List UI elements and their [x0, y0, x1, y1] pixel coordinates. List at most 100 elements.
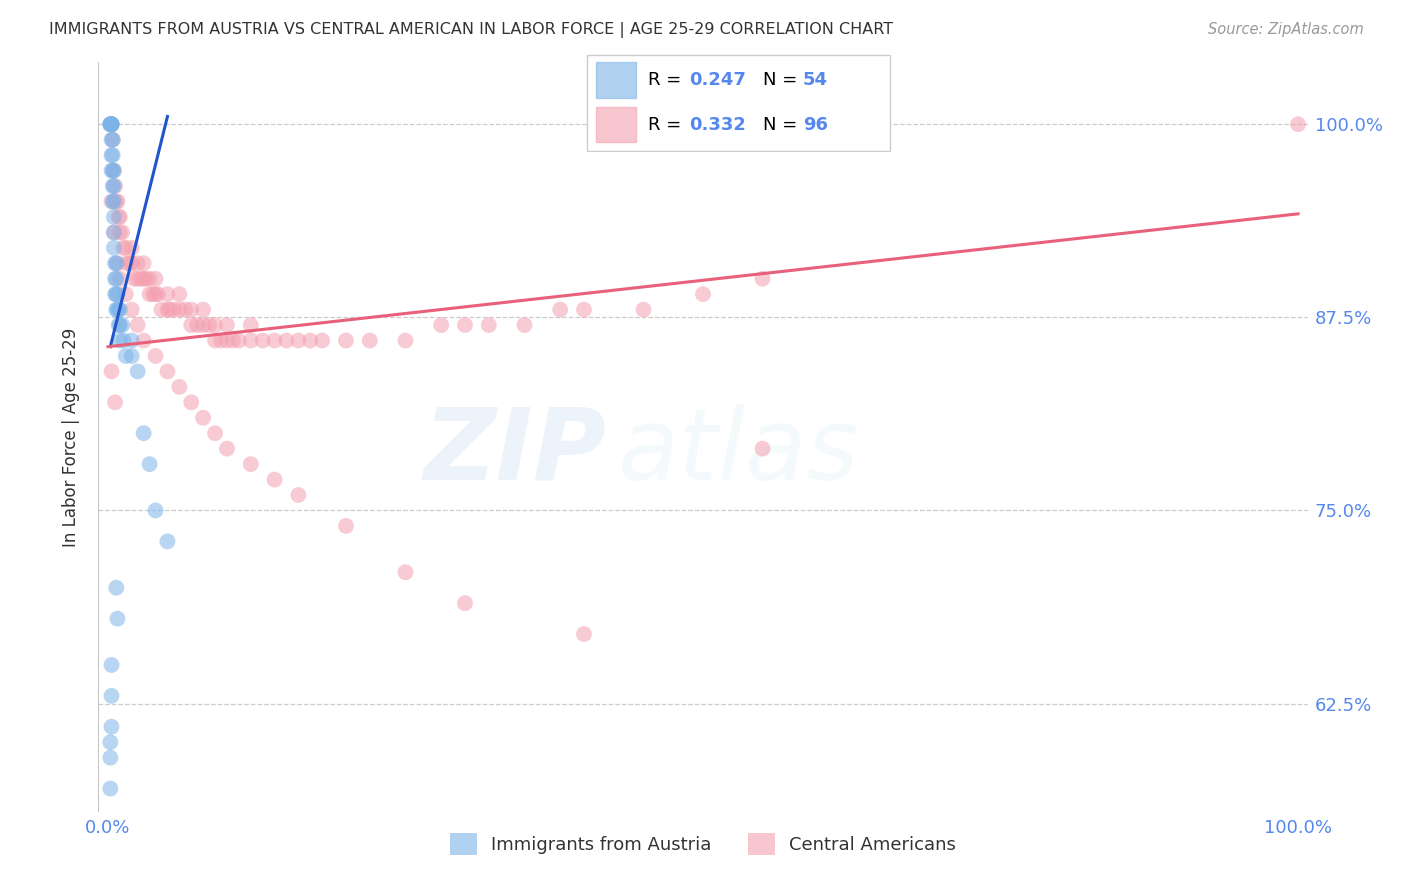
Point	[107, 210, 129, 224]
Point	[180, 302, 202, 317]
Point	[252, 334, 274, 348]
Point	[114, 241, 136, 255]
Point	[228, 334, 250, 348]
Point	[101, 148, 124, 162]
Point	[98, 117, 121, 131]
Point	[103, 210, 125, 224]
Point	[132, 271, 155, 285]
Point	[98, 735, 121, 749]
Point	[135, 271, 157, 285]
Point	[100, 657, 122, 672]
Point	[138, 287, 160, 301]
Point	[180, 318, 202, 332]
Point	[335, 334, 357, 348]
Point	[145, 503, 167, 517]
Point	[100, 689, 122, 703]
Text: R =: R =	[648, 116, 688, 134]
Point	[263, 473, 285, 487]
Point	[299, 334, 322, 348]
Point	[180, 395, 202, 409]
Point	[104, 256, 127, 270]
Text: 54: 54	[803, 71, 828, 89]
Text: R =: R =	[648, 71, 688, 89]
Point	[359, 334, 381, 348]
Point	[105, 194, 128, 209]
Point	[107, 287, 129, 301]
Point	[145, 349, 167, 363]
Point	[100, 133, 122, 147]
Point	[394, 566, 416, 580]
Point	[215, 334, 238, 348]
Point	[108, 210, 131, 224]
Text: 0.247: 0.247	[689, 71, 745, 89]
Point	[100, 117, 122, 131]
Point	[100, 117, 122, 131]
Point	[100, 117, 122, 131]
Point	[572, 627, 595, 641]
Point	[287, 488, 309, 502]
Point	[127, 318, 149, 332]
Point	[751, 271, 773, 285]
Point	[478, 318, 501, 332]
Text: ZIP: ZIP	[423, 403, 606, 500]
Point	[263, 334, 285, 348]
Point	[105, 581, 128, 595]
Point	[191, 318, 214, 332]
Point	[103, 163, 125, 178]
Point	[104, 287, 127, 301]
Point	[198, 318, 221, 332]
Point	[121, 334, 143, 348]
Point	[103, 226, 125, 240]
Point	[100, 194, 122, 209]
Point	[104, 271, 127, 285]
Point	[98, 750, 121, 764]
Point	[239, 318, 262, 332]
Point	[138, 271, 160, 285]
Point	[100, 117, 122, 131]
Point	[100, 364, 122, 378]
Point	[105, 256, 128, 270]
Point	[98, 117, 121, 131]
Point	[204, 426, 226, 441]
Point	[191, 410, 214, 425]
Point	[335, 519, 357, 533]
Point	[108, 302, 131, 317]
Point	[101, 133, 124, 147]
Point	[115, 256, 138, 270]
Point	[138, 457, 160, 471]
Text: 0.332: 0.332	[689, 116, 745, 134]
Point	[127, 271, 149, 285]
Point	[156, 302, 179, 317]
Point	[114, 349, 136, 363]
Text: N =: N =	[763, 71, 803, 89]
FancyBboxPatch shape	[586, 54, 890, 151]
Point	[101, 179, 124, 194]
Point	[100, 720, 122, 734]
Point	[105, 271, 128, 285]
FancyBboxPatch shape	[596, 106, 636, 142]
Point	[145, 287, 167, 301]
Point	[191, 302, 214, 317]
Point	[108, 226, 131, 240]
Point	[146, 287, 169, 301]
Point	[692, 287, 714, 301]
Point	[108, 271, 131, 285]
Point	[513, 318, 536, 332]
Point	[127, 364, 149, 378]
Point	[105, 302, 128, 317]
Point	[129, 271, 152, 285]
Legend: Immigrants from Austria, Central Americans: Immigrants from Austria, Central America…	[450, 833, 956, 855]
Point	[209, 334, 232, 348]
Point	[103, 179, 125, 194]
Point	[101, 163, 124, 178]
Point	[103, 241, 125, 255]
Point	[169, 287, 191, 301]
Point	[162, 302, 184, 317]
Point	[239, 457, 262, 471]
Point	[101, 133, 124, 147]
Point	[276, 334, 298, 348]
Point	[156, 287, 179, 301]
Text: IMMIGRANTS FROM AUSTRIA VS CENTRAL AMERICAN IN LABOR FORCE | AGE 25-29 CORRELATI: IMMIGRANTS FROM AUSTRIA VS CENTRAL AMERI…	[49, 22, 893, 38]
Point	[156, 534, 179, 549]
Point	[394, 334, 416, 348]
